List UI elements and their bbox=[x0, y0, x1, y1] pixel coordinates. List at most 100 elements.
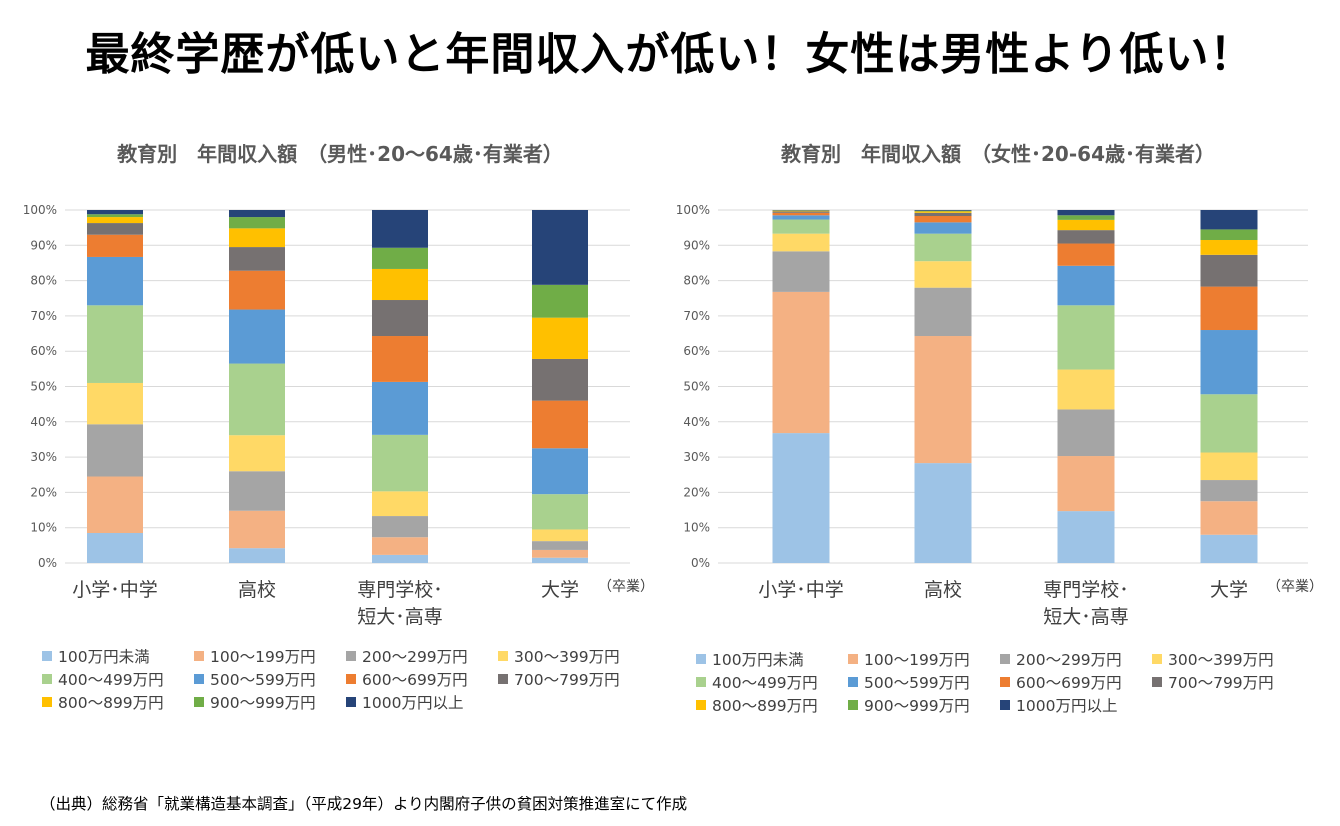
legend-item: 1000万円以上 bbox=[346, 691, 498, 712]
x-tick-label: 小学･中学 bbox=[758, 579, 844, 601]
y-tick-label: 10% bbox=[30, 521, 57, 535]
bar-segment bbox=[1200, 240, 1258, 255]
bar-segment bbox=[1057, 265, 1115, 306]
bar-segment bbox=[1057, 511, 1115, 563]
legend-label: 100万円未満 bbox=[712, 650, 804, 669]
y-tick-label: 90% bbox=[30, 238, 57, 252]
y-tick-label: 10% bbox=[683, 521, 710, 535]
bar-segment bbox=[372, 537, 428, 555]
bar-segment bbox=[372, 434, 428, 492]
bar-segment bbox=[229, 471, 285, 511]
bar-segment bbox=[772, 212, 830, 216]
legend-label: 800～899万円 bbox=[712, 696, 818, 715]
bar-segment bbox=[1200, 452, 1258, 481]
legend-item: 200～299万円 bbox=[346, 645, 498, 666]
bar-segment bbox=[532, 358, 588, 401]
legend-item: 600～699万円 bbox=[346, 668, 498, 689]
legend-item: 600～699万円 bbox=[1000, 671, 1152, 692]
legend-item: 400～499万円 bbox=[42, 668, 194, 689]
legend-item: 300～399万円 bbox=[1152, 648, 1304, 669]
legend-label: 1000万円以上 bbox=[362, 693, 464, 712]
y-tick-label: 70% bbox=[683, 309, 710, 323]
legend-label: 600～699万円 bbox=[362, 670, 468, 689]
y-tick-label: 60% bbox=[30, 344, 57, 358]
legend-label: 100万円未満 bbox=[58, 647, 150, 666]
legend-item: 500～599万円 bbox=[848, 671, 1000, 692]
bar-segment bbox=[1200, 286, 1258, 331]
bar-segment bbox=[772, 211, 830, 213]
y-tick-label: 60% bbox=[683, 344, 710, 358]
bar-segment bbox=[532, 317, 588, 359]
bar-segment bbox=[914, 233, 972, 262]
legend-label: 1000万円以上 bbox=[1016, 696, 1118, 715]
bar-segment bbox=[87, 476, 143, 533]
bar-segment bbox=[1057, 369, 1115, 410]
legend-swatch bbox=[696, 676, 706, 687]
legend-label: 700～799万円 bbox=[514, 670, 620, 689]
legend-item: 100万円未満 bbox=[696, 648, 848, 669]
bar-segment bbox=[372, 381, 428, 435]
bar-segment bbox=[532, 448, 588, 495]
legend-swatch bbox=[848, 653, 858, 664]
legend-label: 400～499万円 bbox=[712, 673, 818, 692]
bar-segment bbox=[532, 400, 588, 449]
bar-segment bbox=[372, 300, 428, 337]
bar-segment bbox=[87, 223, 143, 235]
bar-segment bbox=[229, 309, 285, 364]
legend-item: 900～999万円 bbox=[848, 694, 1000, 715]
y-tick-label: 80% bbox=[30, 274, 57, 288]
bar-segment bbox=[372, 336, 428, 382]
y-tick-label: 40% bbox=[30, 415, 57, 429]
y-tick-label: 40% bbox=[683, 415, 710, 429]
legend-swatch bbox=[42, 650, 52, 661]
y-tick-label: 0% bbox=[691, 556, 710, 570]
x-tick-label: 専門学校･ bbox=[1043, 579, 1129, 601]
legend-swatch bbox=[346, 673, 356, 684]
bar-segment bbox=[1200, 480, 1258, 502]
x-tick-label: 高校 bbox=[924, 579, 962, 601]
legend-swatch bbox=[498, 673, 508, 684]
legend-swatch bbox=[848, 699, 858, 710]
y-tick-label: 50% bbox=[683, 380, 710, 394]
legend-label: 300～399万円 bbox=[514, 647, 620, 666]
bar-segment bbox=[914, 463, 972, 563]
x-tick-label: 専門学校･ bbox=[357, 579, 443, 601]
bar-segment bbox=[372, 554, 428, 563]
legend-item: 900～999万円 bbox=[194, 691, 346, 712]
chart-legend: 100万円未満 100～199万円 200～299万円 300～399万円 400～49… bbox=[696, 648, 1304, 715]
bar-segment bbox=[87, 234, 143, 257]
legend-item: 700～799万円 bbox=[1152, 671, 1304, 692]
legend-label: 500～599万円 bbox=[210, 670, 316, 689]
bar-segment bbox=[1057, 210, 1115, 216]
bar-segment bbox=[229, 217, 285, 229]
legend-item: 100～199万円 bbox=[848, 648, 1000, 669]
chart-title: 教育別 年間収入額 （女性･20-64歳･有業者） bbox=[781, 142, 1215, 166]
bar-segment bbox=[87, 256, 143, 306]
legend-swatch bbox=[346, 696, 356, 707]
legend-swatch bbox=[498, 650, 508, 661]
legend-swatch bbox=[696, 699, 706, 710]
legend-label: 500～599万円 bbox=[864, 673, 970, 692]
x-tick-label: 短大･高専 bbox=[357, 606, 443, 628]
bar-segment bbox=[1200, 254, 1258, 287]
legend-swatch bbox=[1000, 676, 1010, 687]
bar-segment bbox=[914, 211, 972, 213]
x-tick-label: 高校 bbox=[238, 579, 276, 601]
legend-swatch bbox=[194, 650, 204, 661]
y-tick-label: 70% bbox=[30, 309, 57, 323]
bar-segment bbox=[87, 214, 143, 218]
chart-plot: 0% 10% 20% 30% 40% 50% 60% 70% 80% 90% 100% 小学･中学 高校… bbox=[676, 203, 1323, 628]
bar-segment bbox=[372, 247, 428, 269]
legend-swatch bbox=[1152, 676, 1162, 687]
legend-label: 200～299万円 bbox=[1016, 650, 1122, 669]
bar-segment bbox=[1057, 219, 1115, 231]
legend-item: 800～899万円 bbox=[42, 691, 194, 712]
y-tick-label: 20% bbox=[30, 485, 57, 499]
bar-segment bbox=[1200, 330, 1258, 395]
bar-segment bbox=[87, 210, 143, 215]
x-axis-note: （卒業） bbox=[598, 579, 654, 595]
legend-label: 300～399万円 bbox=[1168, 650, 1274, 669]
bar-segment bbox=[87, 424, 143, 477]
legend-label: 400～499万円 bbox=[58, 670, 164, 689]
bar-segment bbox=[1200, 501, 1258, 535]
